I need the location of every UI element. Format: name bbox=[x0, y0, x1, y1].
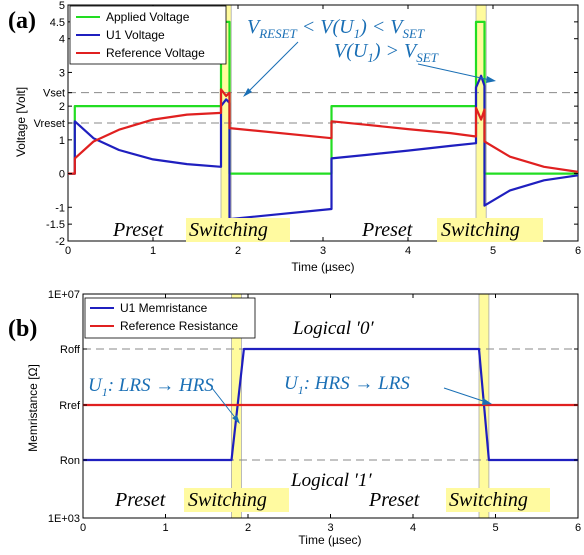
a-xtick-label-6: 5 bbox=[490, 245, 496, 257]
a-ytick-label-4: 3 bbox=[59, 67, 65, 79]
b-xtick-label-4: 3 bbox=[327, 522, 333, 534]
panel-a-switching-bg-1 bbox=[186, 218, 290, 242]
annotation-transition-2: U1: HRS → LRS bbox=[284, 373, 410, 397]
b-xtick-label-5: 4 bbox=[410, 522, 416, 534]
b-ytick-label-5: 1E+03 bbox=[48, 513, 80, 525]
legend-ref-label: Reference Voltage bbox=[106, 46, 205, 60]
b-ytick-label-1: 1E+07 bbox=[48, 289, 80, 301]
b-xtick-label-7: 6 bbox=[575, 522, 581, 534]
annotation-arrowhead-1 bbox=[243, 88, 252, 97]
annotation-arrow-4 bbox=[443, 387, 487, 403]
panel-b-phase-preset-1: Preset bbox=[114, 489, 166, 511]
annotation-arrowhead-2 bbox=[486, 76, 496, 83]
panel-b-ylabel: Memristance [Ω] bbox=[26, 364, 40, 452]
annotation-logical-1: Logical ′1′ bbox=[290, 470, 372, 491]
a-xtick-label-2: 1 bbox=[150, 245, 156, 257]
a-xtick-label-4: 3 bbox=[320, 245, 326, 257]
panel-a-xlabel: Time (µsec) bbox=[291, 260, 354, 274]
legend-refres-label: Reference Resistance bbox=[120, 319, 238, 333]
panel-a-legend: Applied Voltage U1 Voltage Reference Vol… bbox=[69, 5, 227, 65]
a-ytick-label-8: 1 bbox=[59, 135, 65, 147]
a-xtick-label-1: 0 bbox=[65, 245, 71, 257]
panel-b-legend-box bbox=[84, 297, 256, 339]
a-xtick-label-3: 2 bbox=[235, 245, 241, 257]
panel-b-xlabel: Time (µsec) bbox=[298, 533, 361, 547]
b-xtick-label-2: 1 bbox=[162, 522, 168, 534]
a-xtick-label-7: 6 bbox=[575, 245, 581, 257]
panel-b-label: (b) bbox=[8, 316, 37, 342]
annotation-arrow-3 bbox=[211, 387, 238, 421]
a-series-2 bbox=[68, 74, 579, 221]
panel-b: 1E+07 Roff Rref Ron 1E+03 0 1 2 3 4 5 6 (b) Time (… bbox=[8, 289, 581, 547]
annotation-logical-0: Logical ′0′ bbox=[292, 318, 374, 339]
panel-b-legend: U1 Memristance Reference Resistance bbox=[84, 297, 256, 339]
panel-b-switching-bg-2 bbox=[446, 488, 550, 512]
panel-a-phase-preset-1: Preset bbox=[112, 219, 164, 241]
panel-a-ylabel: Voltage [Volt] bbox=[14, 87, 28, 157]
a-ytick-label-10: -1 bbox=[55, 202, 65, 214]
panel-a-switching-bg-2 bbox=[437, 218, 543, 242]
legend-applied-label: Applied Voltage bbox=[106, 10, 190, 24]
annotation-arrow-1 bbox=[246, 41, 299, 94]
a-series-1 bbox=[68, 20, 578, 175]
annotation-arrowhead-4 bbox=[482, 398, 492, 405]
annotation-transition-1: U1: LRS → HRS bbox=[88, 375, 214, 399]
a-ytick-label-6: 2 bbox=[59, 101, 65, 113]
a-ytick-label-1: 5 bbox=[59, 0, 65, 12]
a-ytick-label-2: 4.5 bbox=[50, 17, 65, 29]
annotation-arrow-2 bbox=[417, 63, 491, 81]
a-ytick-label-5: Vset bbox=[43, 88, 65, 100]
annotation-inequality-1: VRESET < V(U1) < VSET bbox=[247, 16, 425, 41]
legend-memristance-label: U1 Memristance bbox=[120, 301, 208, 315]
b-xtick-label-1: 0 bbox=[80, 522, 86, 534]
a-ytick-label-12: -2 bbox=[55, 236, 65, 248]
a-xtick-label-5: 4 bbox=[405, 245, 411, 257]
panel-a-phase-switching-1: Switching bbox=[189, 219, 268, 241]
a-ytick-label-9: 0 bbox=[59, 169, 65, 181]
b-series-1 bbox=[83, 347, 578, 462]
a-ytick-label-7: Vreset bbox=[34, 118, 65, 130]
panel-b-phase-preset-2: Preset bbox=[368, 489, 420, 511]
panel-a-phase-switching-2: Switching bbox=[441, 219, 520, 241]
b-xtick-label-3: 2 bbox=[245, 522, 251, 534]
panel-a-label: (a) bbox=[8, 8, 36, 34]
b-ytick-label-3: Rref bbox=[59, 400, 81, 412]
b-xtick-label-6: 5 bbox=[492, 522, 498, 534]
a-ytick-label-11: -1.5 bbox=[46, 219, 65, 231]
legend-u1-label: U1 Voltage bbox=[106, 28, 165, 42]
panel-b-switching-bg-1 bbox=[184, 488, 289, 512]
panel-b-phase-switching-1: Switching bbox=[188, 489, 267, 511]
annotation-arrowhead-3 bbox=[232, 415, 240, 424]
b-ytick-label-2: Roff bbox=[60, 344, 81, 356]
b-ytick-label-4: Ron bbox=[60, 455, 80, 467]
panel-b-phase-switching-2: Switching bbox=[449, 489, 528, 511]
panel-a-phase-preset-2: Preset bbox=[361, 219, 413, 241]
annotation-inequality-2: V(U1) > VSET bbox=[334, 40, 439, 65]
a-series-3 bbox=[68, 88, 579, 175]
a-ytick-label-3: 4 bbox=[59, 34, 65, 46]
